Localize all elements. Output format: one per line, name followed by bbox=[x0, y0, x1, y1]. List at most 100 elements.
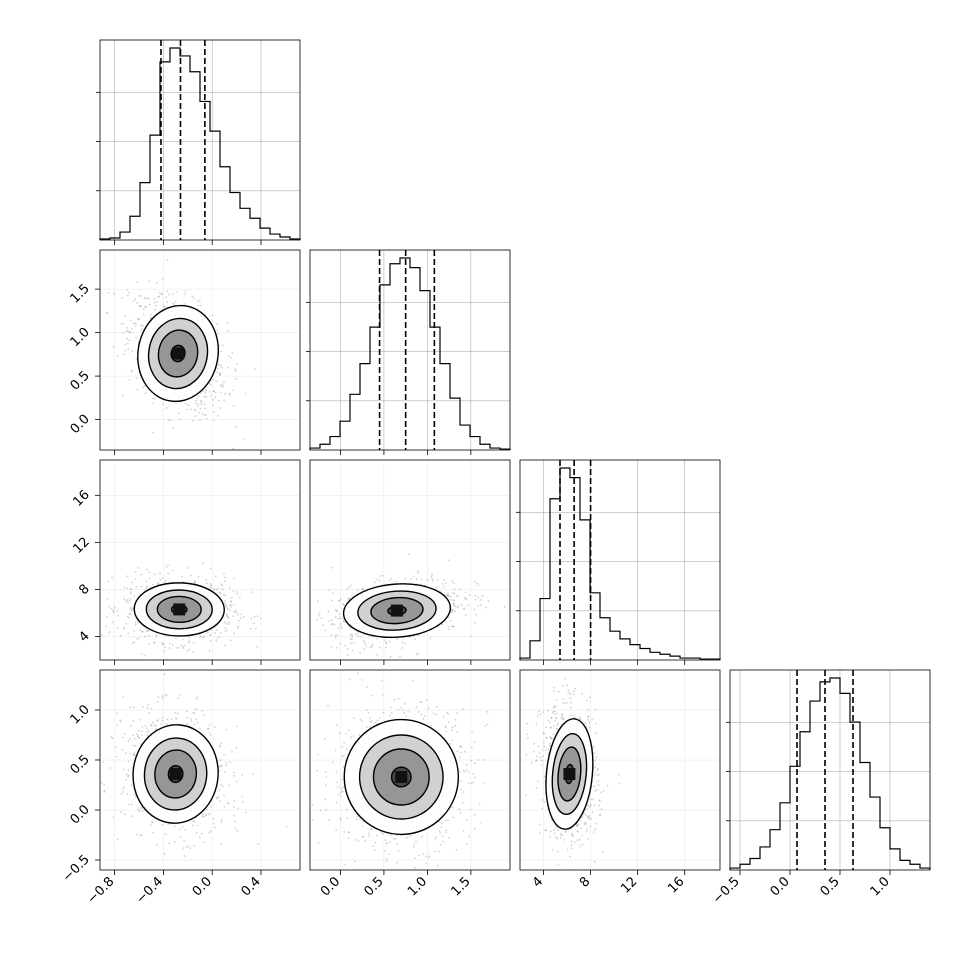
scatter-point bbox=[209, 723, 212, 726]
scatter-point bbox=[173, 825, 176, 828]
scatter-point bbox=[335, 801, 338, 804]
scatter-point bbox=[569, 697, 572, 700]
scatter-point bbox=[194, 580, 196, 582]
scatter-point bbox=[346, 808, 348, 811]
scatter-point bbox=[472, 781, 475, 784]
scatter-point bbox=[374, 721, 377, 724]
scatter-point bbox=[155, 635, 158, 638]
scatter-point bbox=[148, 712, 151, 714]
scatter-point bbox=[204, 389, 207, 391]
joint-frame-1-0 bbox=[99, 249, 301, 451]
scatter-point bbox=[135, 358, 138, 361]
scatter-point bbox=[184, 290, 187, 293]
scatter-point bbox=[160, 642, 163, 644]
scatter-point bbox=[339, 816, 342, 819]
scatter-point bbox=[468, 594, 471, 596]
scatter-point bbox=[163, 650, 166, 653]
scatter-point bbox=[96, 600, 98, 602]
scatter-point bbox=[389, 893, 391, 895]
scatter-point bbox=[134, 623, 137, 626]
scatter-point bbox=[140, 328, 143, 331]
scatter-point bbox=[331, 761, 334, 764]
scatter-point bbox=[486, 711, 489, 713]
scatter-point bbox=[464, 597, 467, 600]
scatter-point bbox=[346, 817, 349, 819]
scatter-point bbox=[112, 609, 114, 612]
scatter-point bbox=[136, 281, 139, 284]
scatter-point bbox=[134, 745, 137, 748]
scatter-point bbox=[586, 804, 589, 807]
scatter-point bbox=[237, 807, 240, 810]
scatter-point bbox=[351, 594, 353, 597]
scatter-point bbox=[129, 752, 131, 755]
scatter-point bbox=[116, 627, 119, 630]
scatter-point bbox=[464, 750, 466, 753]
scatter-point bbox=[106, 312, 109, 314]
scatter-point bbox=[128, 379, 131, 381]
scatter-point bbox=[207, 813, 210, 816]
scatter-point bbox=[438, 830, 441, 833]
scatter-point bbox=[482, 781, 485, 784]
scatter-point bbox=[209, 830, 212, 832]
scatter-point bbox=[215, 639, 218, 642]
scatter-point bbox=[124, 349, 126, 352]
density-peak bbox=[169, 768, 182, 780]
scatter-point bbox=[341, 755, 344, 758]
scatter-point bbox=[183, 292, 186, 295]
scatter-point bbox=[365, 644, 367, 647]
scatter-point bbox=[357, 672, 359, 674]
scatter-point bbox=[470, 746, 473, 749]
scatter-point bbox=[441, 822, 443, 824]
scatter-point bbox=[340, 626, 343, 629]
scatter-point bbox=[138, 318, 140, 320]
scatter-point bbox=[179, 693, 182, 696]
scatter-point bbox=[224, 600, 226, 603]
scatter-point bbox=[375, 638, 378, 640]
scatter-point bbox=[455, 848, 458, 851]
scatter-point bbox=[445, 730, 447, 733]
scatter-point bbox=[202, 562, 204, 564]
scatter-point bbox=[315, 618, 318, 621]
scatter-point bbox=[138, 305, 141, 307]
scatter-point bbox=[219, 765, 222, 768]
scatter-point bbox=[416, 652, 419, 654]
scatter-point bbox=[331, 622, 334, 625]
scatter-point bbox=[192, 820, 195, 823]
scatter-point bbox=[147, 297, 150, 300]
scatter-point bbox=[146, 297, 149, 300]
histogram-step bbox=[309, 257, 511, 450]
scatter-point bbox=[586, 807, 589, 810]
scatter-point bbox=[218, 636, 221, 638]
scatter-point bbox=[103, 791, 106, 793]
scatter-point bbox=[320, 616, 323, 619]
scatter-point bbox=[157, 696, 160, 698]
scatter-point bbox=[227, 802, 230, 805]
scatter-point bbox=[541, 755, 544, 758]
scatter-point bbox=[417, 711, 420, 713]
scatter-point bbox=[338, 612, 341, 615]
scatter-point bbox=[585, 830, 588, 833]
scatter-point bbox=[439, 843, 442, 846]
scatter-point bbox=[344, 863, 346, 866]
scatter-point bbox=[204, 814, 206, 816]
scatter-point bbox=[238, 596, 241, 599]
scatter-point bbox=[425, 699, 428, 702]
scatter-point bbox=[590, 798, 592, 801]
scatter-point bbox=[193, 844, 196, 847]
scatter-point bbox=[138, 810, 140, 812]
joint-panel-2-1 bbox=[310, 460, 510, 660]
scatter-point bbox=[219, 391, 222, 394]
scatter-point bbox=[244, 392, 247, 395]
scatter-point bbox=[177, 697, 180, 699]
scatter-point bbox=[552, 710, 555, 713]
scatter-point bbox=[256, 645, 258, 648]
scatter-point bbox=[445, 829, 448, 832]
scatter-point bbox=[141, 630, 144, 633]
scatter-point bbox=[217, 796, 220, 799]
scatter-point bbox=[125, 622, 128, 625]
scatter-point bbox=[450, 611, 453, 614]
scatter-point bbox=[361, 588, 364, 590]
scatter-point bbox=[451, 728, 454, 731]
scatter-point bbox=[131, 642, 134, 645]
scatter-point bbox=[339, 598, 342, 601]
